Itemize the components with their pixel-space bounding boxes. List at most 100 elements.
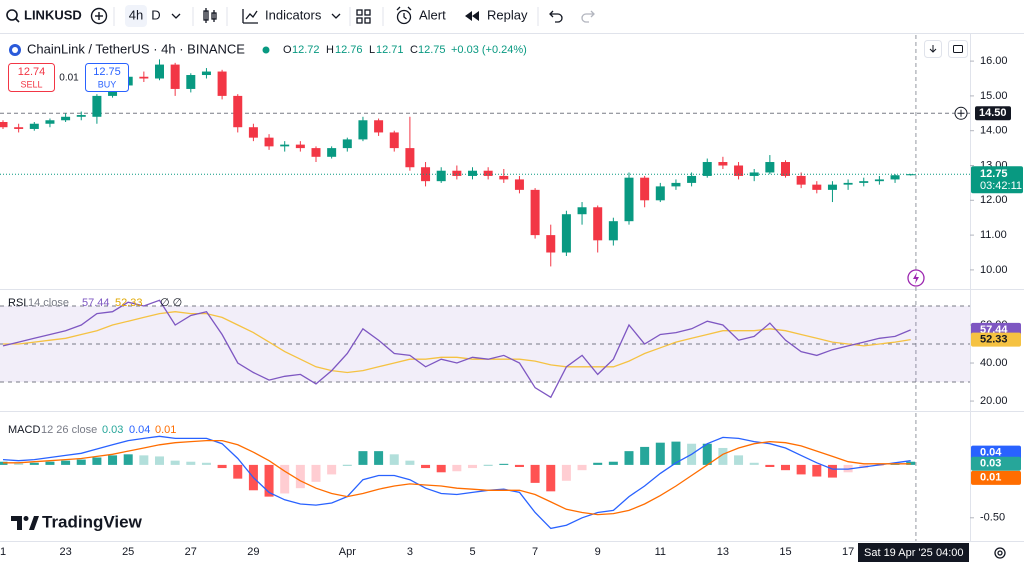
indicators-button[interactable]: Indicators [265,7,322,22]
macd-histogram-bar [280,464,290,494]
candle-body [186,75,196,89]
candle-body [561,214,571,253]
candle-body [859,181,869,183]
macd-histogram-bar [358,451,368,465]
candle-body [593,207,603,241]
buy-label: BUY [98,79,117,89]
macd-histogram-bar [812,464,822,477]
candle-body [546,235,556,253]
y-tick-label: -0.50 [980,512,1005,524]
macd-histogram-bar [734,455,744,465]
alert-button[interactable]: Alert [419,7,446,22]
candle-body [61,116,71,121]
rsi-title: RSI [8,297,26,309]
macd-histogram-bar [405,460,415,465]
macd-histogram-bar [61,460,71,465]
candle-body [264,137,274,147]
candle-body [76,115,86,117]
x-tick-label: 25 [122,546,134,558]
redo-icon[interactable] [581,10,595,23]
macd-hist-value-label-bg [971,456,1021,471]
price-line-label: 14.50 [979,107,1007,119]
macd-histogram-bar [499,463,509,465]
x-tick-label: 23 [59,546,71,558]
y-tick-label: 11.00 [980,229,1007,241]
x-tick-label: 3 [407,546,413,558]
macd-histogram-bar [45,461,55,465]
interval-4h[interactable]: 4h [129,7,143,22]
candle-body [640,177,650,201]
candle-body [405,148,415,168]
search-icon[interactable] [6,9,20,23]
toolbar: LINKUSD 4h D Indicators Alert Replay [0,0,1024,34]
candle-body [217,71,227,96]
candle-body [233,95,243,128]
macd-histogram-bar [327,464,337,475]
replay-button[interactable]: Replay [487,7,528,22]
macd-histogram-bar [342,464,352,466]
sell-button[interactable] [8,63,55,92]
rsi-ma-value-label-bg [971,332,1021,347]
y-tick-label: 40.00 [980,357,1008,369]
ohlc-close: 12.75 [418,44,446,56]
candle-body [436,170,446,182]
macd-histogram-bar [561,464,571,481]
macd-hist-value: 0.03 [102,424,123,436]
x-tick-label: 5 [469,546,475,558]
alert-icon[interactable] [396,6,412,25]
macd-histogram-bar [217,464,227,469]
rsi-value: 57.44 [82,297,110,309]
brand-logo [11,516,39,530]
indicators-icon[interactable] [242,9,258,24]
macd-line [2,435,911,530]
candle-body [0,122,8,128]
macd-histogram-bar [514,464,524,468]
candle-body [452,170,462,176]
y-tick-label: 20.00 [980,395,1008,407]
maximize-button[interactable] [948,40,968,58]
buy-button[interactable] [85,63,129,92]
chevron[interactable] [171,13,181,19]
candle-body [295,144,305,149]
replay-icon[interactable] [465,11,479,21]
ohlc-label: C [410,44,418,56]
interval-d[interactable]: D [151,7,160,22]
last-price-box [971,166,1023,194]
candle-body [812,184,822,190]
chevron[interactable] [331,13,341,19]
market-status-dot [262,46,270,54]
price-line-box [975,106,1011,121]
settings-icon[interactable] [994,547,1006,559]
x-tick-label: 9 [595,546,601,558]
symbol[interactable]: LINKUSD [24,7,82,22]
macd-histogram-bar [374,451,384,465]
candle-body [687,175,697,183]
add-symbol-icon[interactable] [90,7,108,25]
events-icon[interactable] [907,269,925,287]
macd-histogram-bar [76,459,86,465]
candle-body [530,189,540,236]
macd-histogram-bar [765,464,775,468]
macd-histogram-bar [14,462,24,465]
macd-histogram-bar [452,464,462,472]
macd-histogram-bar [608,461,618,465]
candle-body [734,165,744,176]
layout-icon[interactable] [356,9,371,24]
macd-hist-value-label: 0.03 [980,458,1001,470]
candle-body [671,182,681,187]
x-tick-label: 13 [717,546,729,558]
sell-price: 12.74 [18,66,46,78]
chart-type-icon[interactable] [203,8,217,23]
macd-histogram-bar [655,442,665,465]
undo-icon[interactable] [549,10,563,23]
candle-body [749,172,759,176]
macd-histogram-bar [29,462,39,465]
collapse-icon [929,45,937,53]
countdown: 03:42:11 [980,180,1022,192]
candle-body [170,64,180,89]
macd-histogram-bar [624,451,634,465]
candle-body [843,182,853,185]
x-tick-label: 7 [532,546,538,558]
candle-body [92,95,102,117]
